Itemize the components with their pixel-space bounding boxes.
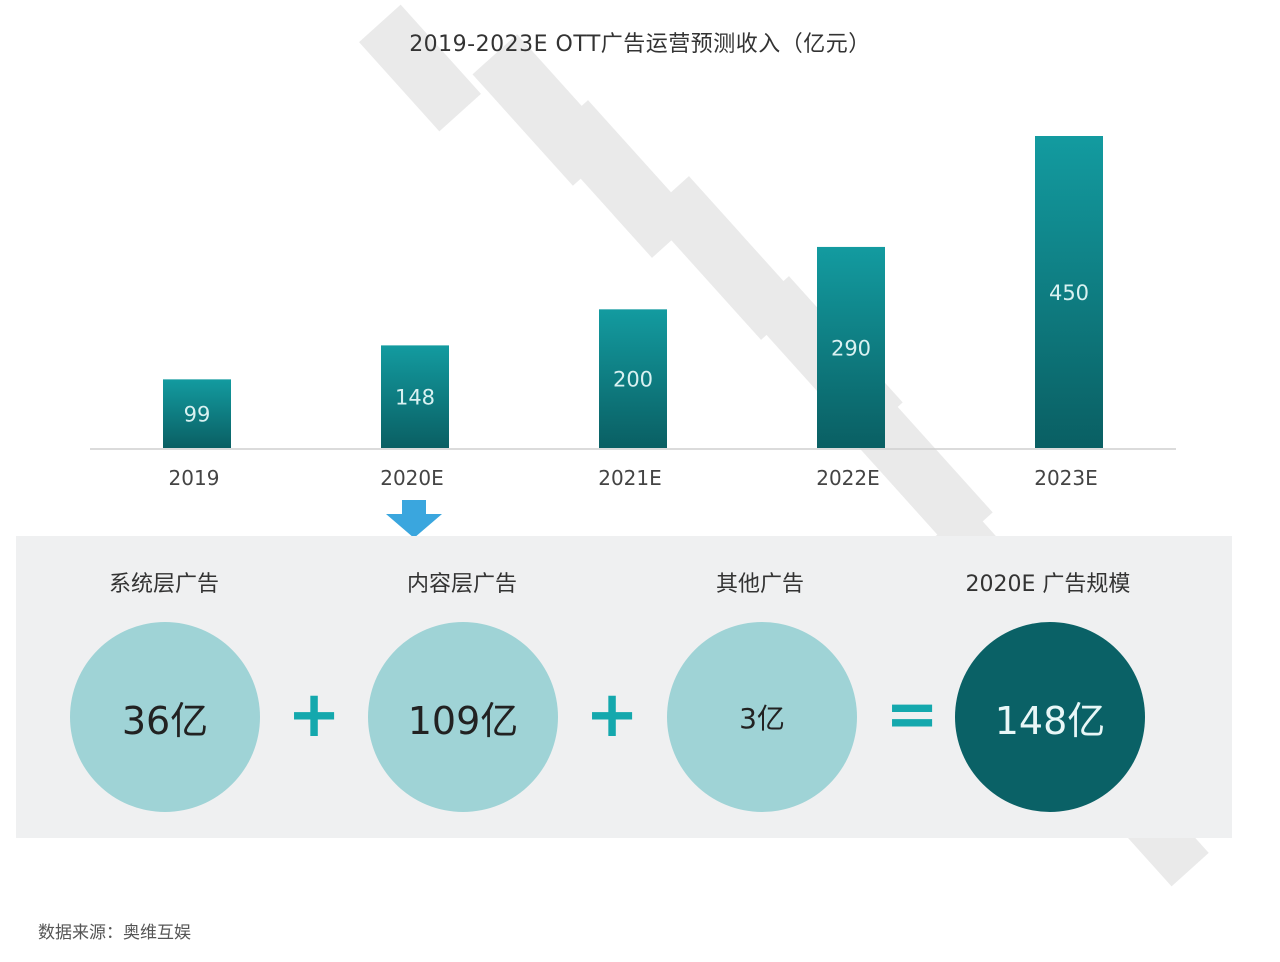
data-label-2023E: 450 — [1049, 281, 1089, 305]
bar-2020E — [381, 345, 449, 448]
bar-2023E — [1035, 136, 1103, 448]
plus-operator: + — [287, 678, 341, 752]
bar-chart: 99 2019 148 2020E 200 2021E 290 2022E 450 2023E — [90, 136, 1176, 490]
down-arrow-icon — [386, 500, 442, 538]
bar-2019 — [163, 379, 231, 448]
equals-operator: = — [885, 678, 939, 752]
x-tick-label-2023E: 2023E — [1034, 466, 1098, 490]
circle-system-ad: 36亿 — [70, 622, 260, 812]
part-label-system: 系统层广告 — [108, 572, 219, 597]
value-total-ad: 148亿 — [994, 698, 1106, 743]
chart-title: 2019-2023E OTT广告运营预测收入（亿元） — [409, 32, 871, 57]
value-content-ad: 109亿 — [407, 698, 519, 743]
circle-content-ad: 109亿 — [368, 622, 558, 812]
x-tick-label-2019: 2019 — [169, 466, 220, 490]
value-other-ad: 3亿 — [739, 702, 785, 735]
bar-2022E — [817, 246, 885, 448]
circle-total-ad: 148亿 — [955, 622, 1145, 812]
part-label-other: 其他广告 — [715, 572, 804, 597]
x-tick-label-2022E: 2022E — [816, 466, 880, 490]
value-system-ad: 36亿 — [121, 698, 209, 743]
data-source: 数据来源：奥维互娱 — [38, 923, 191, 943]
total-label: 2020E 广告规模 — [965, 572, 1131, 597]
data-label-2021E: 200 — [613, 368, 653, 392]
circle-other-ad: 3亿 — [667, 622, 857, 812]
part-label-content: 内容层广告 — [406, 572, 517, 597]
bar-2021E — [599, 309, 667, 448]
data-label-2019: 99 — [184, 403, 211, 427]
plus-operator: + — [585, 678, 639, 752]
x-tick-label-2021E: 2021E — [598, 466, 662, 490]
x-tick-label-2020E: 2020E — [380, 466, 444, 490]
data-label-2022E: 290 — [831, 336, 871, 360]
data-label-2020E: 148 — [395, 386, 435, 410]
